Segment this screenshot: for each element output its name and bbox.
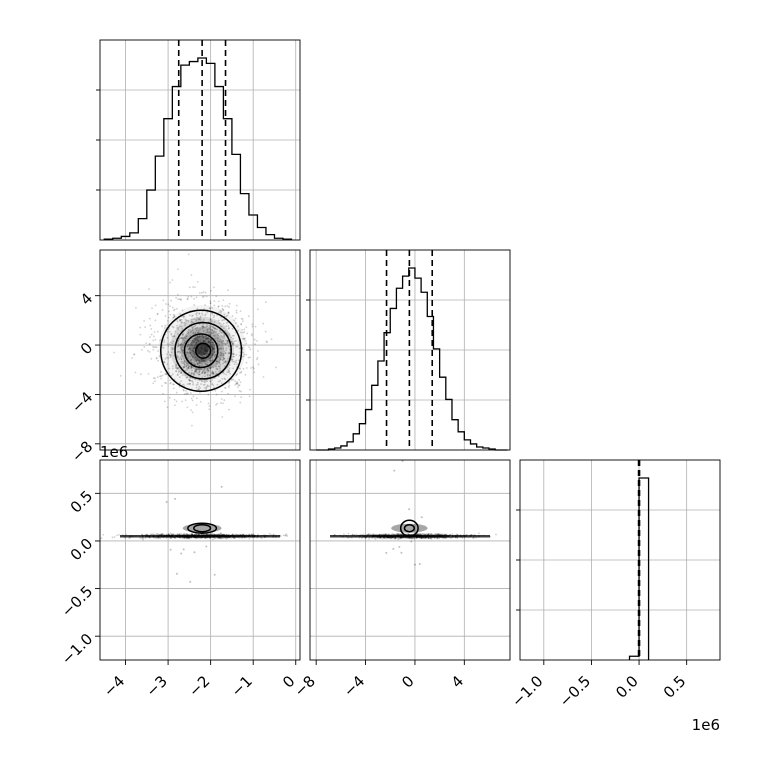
scatter-points-0-2: [100, 485, 289, 583]
y-tick-label-1-3: 4: [77, 289, 96, 308]
x-tick-label-2-0: −1.0: [508, 672, 546, 710]
y-tick-label-2-0: −1.0: [58, 630, 96, 668]
x-tick-label-2-3: 0.5: [660, 672, 690, 702]
contour-2: [183, 333, 219, 369]
x-tick-label-1-1: −4: [340, 672, 368, 700]
contour-1: [174, 321, 232, 380]
x-tick-label-1-2: 0: [398, 672, 417, 691]
contour-3: [195, 342, 212, 359]
histogram-param-0: [103, 57, 293, 240]
panel-frame-1-2: [309, 459, 511, 661]
y-tick-label-2-2: 0.0: [67, 535, 97, 565]
x-tick-label-0-1: −3: [143, 672, 171, 700]
y-tick-label-1-0: −8: [68, 437, 96, 465]
x-tick-label-0-2: −2: [185, 672, 213, 700]
x-tick-label-0-3: −1: [228, 672, 256, 700]
histogram-param-1: [316, 267, 508, 451]
x-tick-label-1-3: 4: [448, 672, 467, 691]
panel-frame-diag-2: [519, 459, 721, 661]
panel-frame-0-2: [99, 459, 301, 661]
y-tick-label-1-1: −4: [68, 388, 96, 416]
y-tick-label-2-3: 0.5: [67, 487, 97, 517]
y-tick-label-2-1: −0.5: [58, 582, 96, 620]
x-tick-label-2-1: −0.5: [556, 672, 594, 710]
contour-inner: [403, 523, 416, 533]
y-tick-label-1-2: 0: [77, 339, 96, 358]
x-offset-label: 1e6: [692, 716, 720, 734]
contour-inner: [193, 523, 212, 533]
y-offset-label: 1e6: [100, 443, 128, 461]
x-tick-label-2-2: 0.0: [612, 672, 642, 702]
x-tick-label-1-0: −8: [291, 672, 319, 700]
panel-frame-0-1: [99, 249, 301, 451]
histogram-param-2: [628, 477, 650, 660]
panel-frame-diag-0: [99, 39, 301, 241]
panel-frame-diag-1: [309, 249, 511, 451]
density-shade-1: [170, 316, 235, 381]
density-shade-core: [182, 523, 222, 533]
x-tick-label-0-0: −4: [100, 672, 128, 700]
contour-outer: [187, 522, 218, 534]
contour-0: [160, 309, 243, 392]
